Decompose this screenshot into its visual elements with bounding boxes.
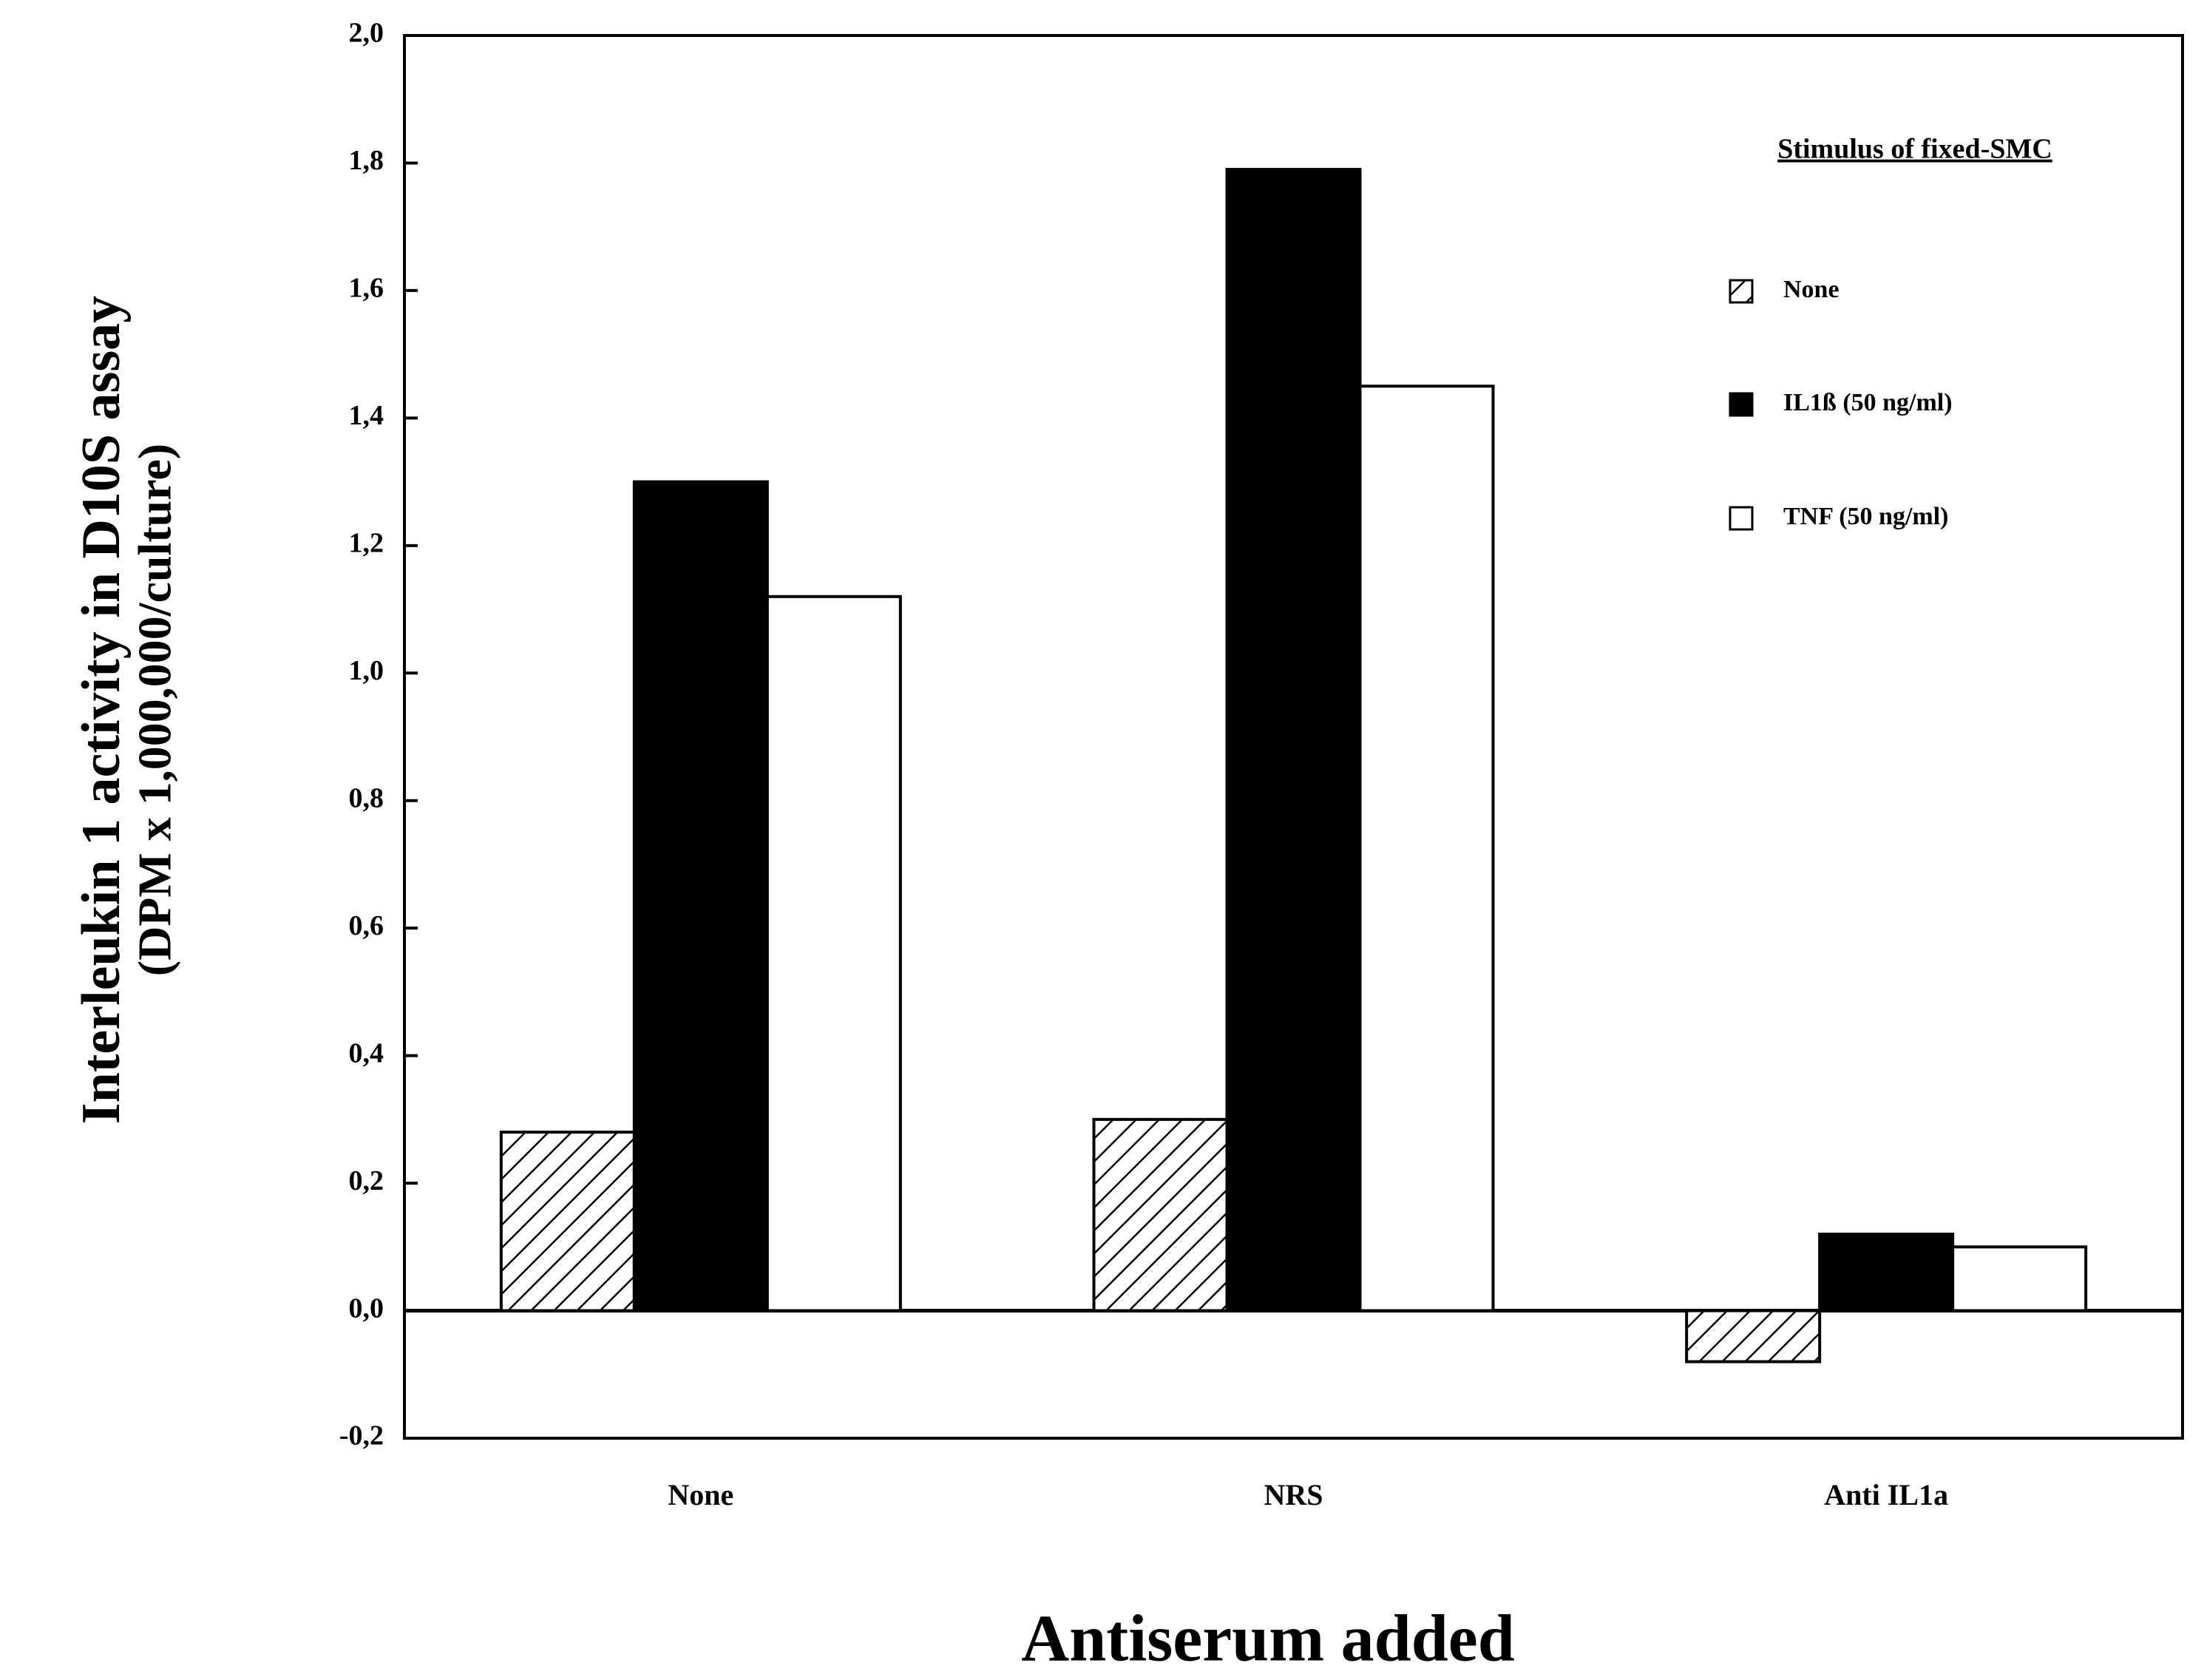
legend-swatch <box>1729 506 1754 531</box>
bar <box>499 1131 636 1312</box>
y-tick-label: -0,2 <box>339 1420 384 1452</box>
legend-label: TNF (50 ng/ml) <box>1783 503 1949 530</box>
x-tick-label: NRS <box>1264 1478 1323 1511</box>
bar <box>1092 1117 1229 1312</box>
bar <box>1818 1233 1955 1312</box>
x-tick-label: None <box>668 1478 733 1511</box>
plot-frame <box>403 34 2184 1440</box>
y-tick-label: 1,0 <box>349 655 384 686</box>
y-tick-label: 0,6 <box>349 910 384 941</box>
y-axis-title: Interleukin 1 activity in D10S assay <box>71 296 132 1124</box>
y-tick-label: 1,4 <box>349 400 384 431</box>
y-tick-label: 0,2 <box>349 1165 384 1196</box>
y-tick-label: 2,0 <box>349 18 384 49</box>
y-tick-label: 1,2 <box>349 528 384 559</box>
y-tick-label: 1,6 <box>349 273 384 304</box>
bar <box>1685 1309 1822 1364</box>
x-tick-label: Anti IL1a <box>1824 1478 1948 1511</box>
legend-label: IL1ß (50 ng/ml) <box>1783 389 1953 416</box>
y-tick-label: 0,0 <box>349 1293 384 1324</box>
legend-label: None <box>1783 276 1840 303</box>
bar <box>1358 385 1495 1312</box>
bar <box>632 480 769 1312</box>
bar <box>765 595 902 1312</box>
legend-title: Stimulus of fixed-SMC <box>1777 134 2052 165</box>
y-tick-label: 0,4 <box>349 1037 384 1068</box>
bar <box>1225 168 1362 1312</box>
bar <box>1951 1245 2088 1312</box>
legend-swatch <box>1729 279 1754 304</box>
y-tick-label: 0,8 <box>349 782 384 813</box>
y-axis-subtitle: (DPM x 1,000,000/culture) <box>129 444 181 976</box>
x-axis-title: Antiserum added <box>1021 1602 1515 1676</box>
y-tick-label: 1,8 <box>349 145 384 176</box>
legend-swatch <box>1729 392 1754 417</box>
